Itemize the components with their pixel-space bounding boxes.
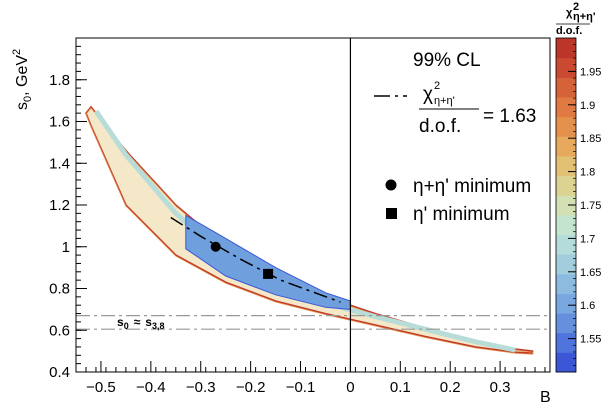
x-tick-label: −0.4 <box>136 379 166 396</box>
colorbar-tick-label: 1.85 <box>580 133 601 145</box>
x-tick-label: 0.1 <box>390 379 411 396</box>
x-axis-label: B <box>540 389 551 406</box>
colorbar: 1.55 1.6 1.65 1.7 1.75 1.8 1.85 1.9 1.95 <box>555 37 601 373</box>
colorbar-swatch <box>556 96 576 118</box>
colorbar-tick-label: 1.75 <box>580 200 601 212</box>
x-axis-ticks: −0.5 −0.4 −0.3 −0.2 −0.1 0 0.1 0.2 0.3 <box>75 361 546 396</box>
legend-square-label: η' minimum <box>413 204 510 225</box>
x-tick-label: −0.1 <box>286 379 316 396</box>
colorbar-swatch <box>556 77 576 98</box>
x-tick-label: 0.3 <box>490 379 511 396</box>
colorbar-tick-label: 1.65 <box>580 267 601 279</box>
svg-text:s0, GeV2: s0, GeV2 <box>11 49 34 110</box>
chi2-contour-line <box>170 216 341 303</box>
legend-square-marker <box>386 208 397 219</box>
threshold-s: s <box>117 315 124 329</box>
legend-chi-sub: η+η' <box>434 95 455 107</box>
colorbar-tick-label: 1.55 <box>580 334 601 346</box>
y-axis-label: s0, GeV2 <box>11 49 34 110</box>
eta-eta-prime-minimum-marker <box>210 241 221 252</box>
y-tick-label: 1.8 <box>49 72 70 89</box>
y-tick-label: 1.6 <box>49 114 70 131</box>
x-tick-label: −0.5 <box>86 379 116 396</box>
colorbar-swatch <box>556 57 576 78</box>
threshold-s2: s <box>145 315 152 329</box>
colorbar-swatch <box>556 273 576 294</box>
colorbar-swatch <box>556 155 576 177</box>
y-label-rest: , GeV <box>14 55 31 96</box>
threshold-approx: ≈ <box>134 315 141 329</box>
legend-circle-marker <box>385 179 397 191</box>
legend-value: = 1.63 <box>483 106 536 127</box>
colorbar-tick-label: 1.8 <box>580 167 595 179</box>
colorbar-swatch <box>556 293 576 314</box>
cbar-dof: d.o.f. <box>556 25 582 37</box>
eta-prime-minimum-marker <box>263 268 274 279</box>
contour-bands <box>85 105 534 355</box>
y-label-s: s <box>14 102 31 110</box>
legend-chi-sup: 2 <box>434 80 440 92</box>
legend: 99% CL χ 2 η+η' d.o.f. = 1.63 η+η' minim… <box>374 50 536 225</box>
y-axis-ticks: 0.4 0.6 0.8 1 1.2 1.4 1.6 1.8 <box>49 37 87 381</box>
colorbar-swatch <box>556 116 576 137</box>
colorbar-swatch <box>556 234 576 255</box>
threshold-s-sub: 0 <box>124 321 129 331</box>
colorbar-tick-label: 1.7 <box>580 233 595 245</box>
outer-contour <box>85 105 534 355</box>
legend-circle-label: η+η' minimum <box>413 176 531 197</box>
colorbar-swatch <box>556 195 576 216</box>
threshold-lines <box>76 315 550 330</box>
x-tick-label: 0 <box>346 379 354 396</box>
y-label-sub: 0 <box>22 96 34 102</box>
y-tick-label: 1 <box>62 239 70 256</box>
legend-dof: d.o.f. <box>419 116 461 137</box>
minimum-markers <box>210 241 274 279</box>
y-tick-label: 1.4 <box>49 155 70 172</box>
legend-chi: χ <box>423 84 433 105</box>
colorbar-swatch <box>556 332 576 353</box>
y-tick-label: 0.4 <box>49 364 70 381</box>
colorbar-tick-label: 1.9 <box>580 100 595 112</box>
threshold-s2-sub: 3,8 <box>152 321 165 331</box>
colorbar-swatch <box>556 352 576 373</box>
svg-text:s0≈s3,8: s0 ≈ s3,8 <box>117 315 165 331</box>
x-tick-label: −0.2 <box>236 379 266 396</box>
y-label-sup: 2 <box>11 49 23 55</box>
cbar-chi-sub: η+η' <box>573 11 596 23</box>
x-tick-label: 0.2 <box>440 379 461 396</box>
y-tick-label: 1.2 <box>49 197 70 214</box>
threshold-label: s0 ≈ s3,8 <box>117 315 165 331</box>
colorbar-tick-label: 1.6 <box>580 300 595 312</box>
colorbar-swatch <box>556 313 576 334</box>
colorbar-swatch <box>556 214 576 235</box>
colorbar-swatch <box>556 254 576 275</box>
cbar-chi-sup: 2 <box>573 1 579 13</box>
colorbar-title: χ 2 η+η' d.o.f. <box>556 1 596 37</box>
legend-cl-text: 99% CL <box>413 50 481 71</box>
x-tick-label: −0.3 <box>186 379 216 396</box>
colorbar-swatch <box>556 175 576 196</box>
colorbar-swatch <box>556 38 576 59</box>
colorbar-tick-label: 1.95 <box>580 66 601 78</box>
y-tick-label: 0.6 <box>49 322 70 339</box>
cbar-chi: χ <box>566 7 573 19</box>
y-tick-label: 0.8 <box>49 281 70 298</box>
colorbar-swatch <box>556 136 576 157</box>
